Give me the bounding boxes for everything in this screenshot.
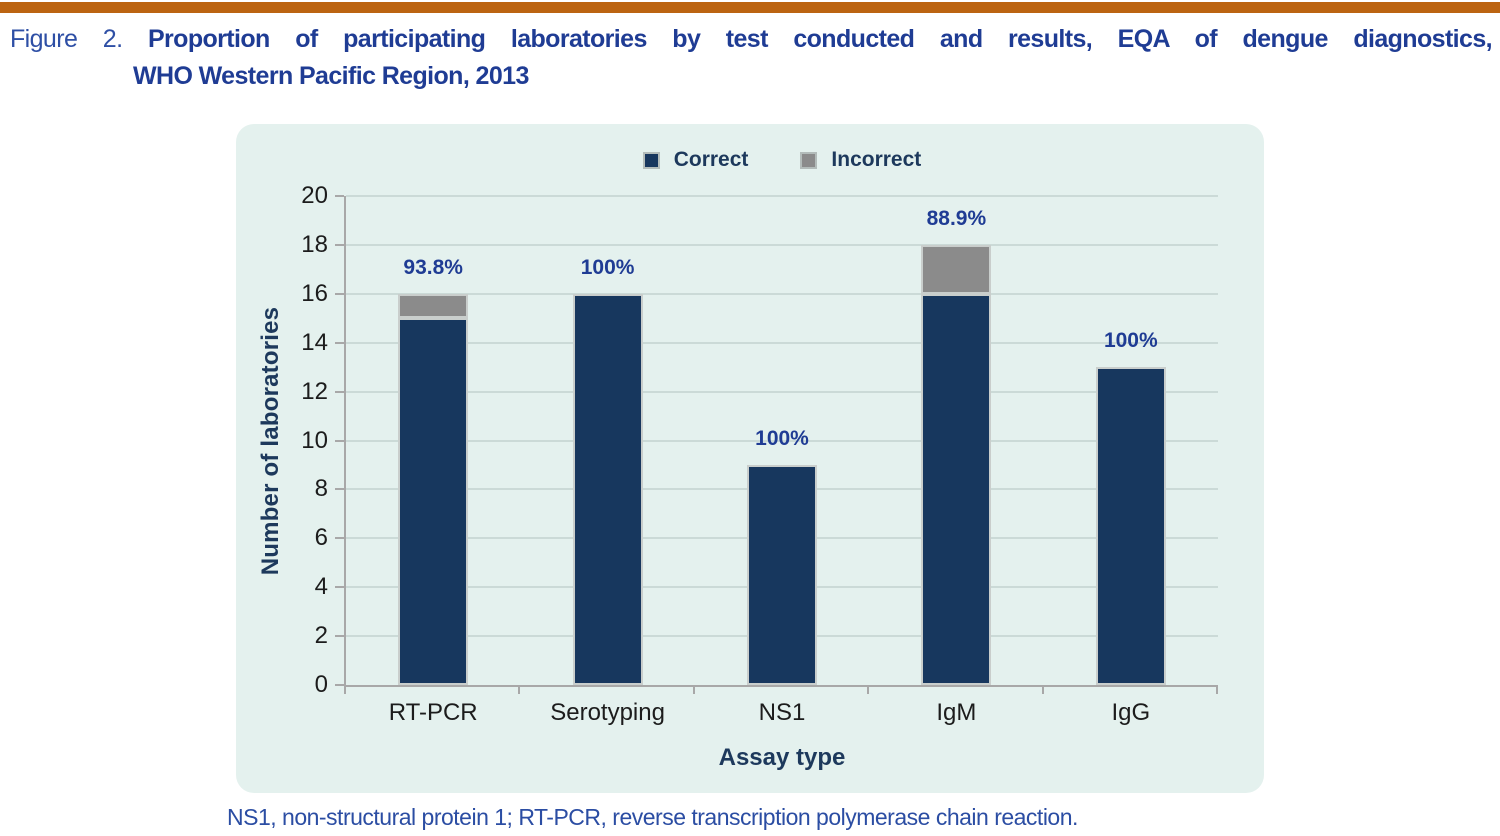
y-axis-tick — [335, 684, 344, 686]
y-tick-label: 0 — [314, 671, 328, 698]
bar-percent-label: 93.8% — [403, 255, 463, 279]
bar-percent-label: 100% — [580, 255, 635, 279]
legend-label-incorrect: Incorrect — [831, 148, 922, 171]
y-axis-tick — [335, 292, 344, 295]
y-axis-tick — [335, 488, 344, 491]
figure-number-label: Figure 2. — [10, 25, 123, 53]
y-axis-tick — [335, 537, 344, 540]
y-axis-tick — [335, 635, 344, 638]
x-axis-title: Assay type — [718, 744, 846, 771]
y-axis-title: Number of laboratories — [257, 306, 284, 576]
legend-swatch-incorrect — [800, 151, 818, 169]
x-category-label: RT-PCR — [388, 699, 478, 726]
top-accent-bar — [0, 2, 1500, 13]
y-tick-label: 2 — [314, 622, 328, 650]
legend-item-incorrect: Incorrect — [800, 148, 921, 172]
gridline — [346, 195, 1218, 197]
figure-footnote: NS1, non-structural protein 1; RT-PCR, r… — [227, 804, 1078, 830]
y-tick-label: 16 — [301, 279, 328, 307]
legend-swatch-correct — [642, 151, 660, 169]
y-axis-tick — [335, 243, 344, 246]
bar-percent-label: 88.9% — [926, 206, 987, 230]
figure-title-line2: WHO Western Pacific Region, 2013 — [133, 62, 529, 90]
x-category-label: Serotyping — [550, 699, 665, 726]
legend-item-correct: Correct — [642, 148, 749, 172]
x-axis-tick — [1216, 685, 1218, 694]
gridline — [346, 390, 1218, 393]
x-axis-tick — [518, 685, 521, 694]
y-axis-tick — [335, 439, 344, 442]
x-category-label: IgG — [1111, 699, 1151, 726]
gridline — [346, 341, 1218, 344]
bar-percent-label: 100% — [1103, 329, 1158, 353]
bar-segment-incorrect — [398, 293, 469, 319]
x-axis-tick — [867, 685, 870, 694]
gridline — [346, 439, 1218, 442]
y-axis-tick — [335, 341, 344, 344]
x-axis-tick — [344, 685, 346, 694]
figure-title: Figure 2. Proportion of participating la… — [10, 21, 1493, 95]
y-tick-label: 20 — [301, 182, 328, 209]
y-tick-label: 18 — [301, 230, 328, 258]
gridline — [346, 243, 1218, 246]
y-axis-tick — [335, 586, 344, 589]
figure-title-line1: Figure 2. Proportion of participating la… — [10, 21, 1493, 58]
bar-segment-correct — [398, 318, 469, 685]
bar-percent-label: 100% — [755, 426, 809, 450]
y-axis-tick — [335, 195, 344, 197]
y-tick-label: 4 — [314, 573, 328, 601]
bar-segment-correct — [747, 464, 817, 685]
bar-segment-correct — [1095, 367, 1166, 685]
x-category-label: IgM — [936, 699, 977, 726]
y-axis-line — [344, 196, 346, 687]
bar-segment-incorrect — [921, 244, 992, 294]
legend-label-correct: Correct — [673, 148, 749, 171]
x-axis-tick — [692, 685, 695, 694]
y-axis-tick — [335, 390, 344, 393]
y-tick-label: 8 — [314, 475, 328, 503]
x-axis-tick — [1041, 685, 1044, 694]
chart-legend: Correct Incorrect — [346, 147, 1218, 173]
y-tick-label: 6 — [314, 524, 328, 552]
x-axis-line — [344, 685, 1218, 687]
bar-segment-correct — [921, 293, 992, 685]
bar-segment-correct — [572, 293, 643, 685]
x-category-label: NS1 — [758, 699, 806, 726]
y-tick-label: 12 — [301, 377, 328, 405]
y-tick-label: 14 — [301, 328, 328, 356]
figure-title-text: Proportion of participating laboratories… — [147, 25, 1493, 53]
y-tick-label: 10 — [301, 426, 328, 454]
gridline — [346, 292, 1218, 295]
